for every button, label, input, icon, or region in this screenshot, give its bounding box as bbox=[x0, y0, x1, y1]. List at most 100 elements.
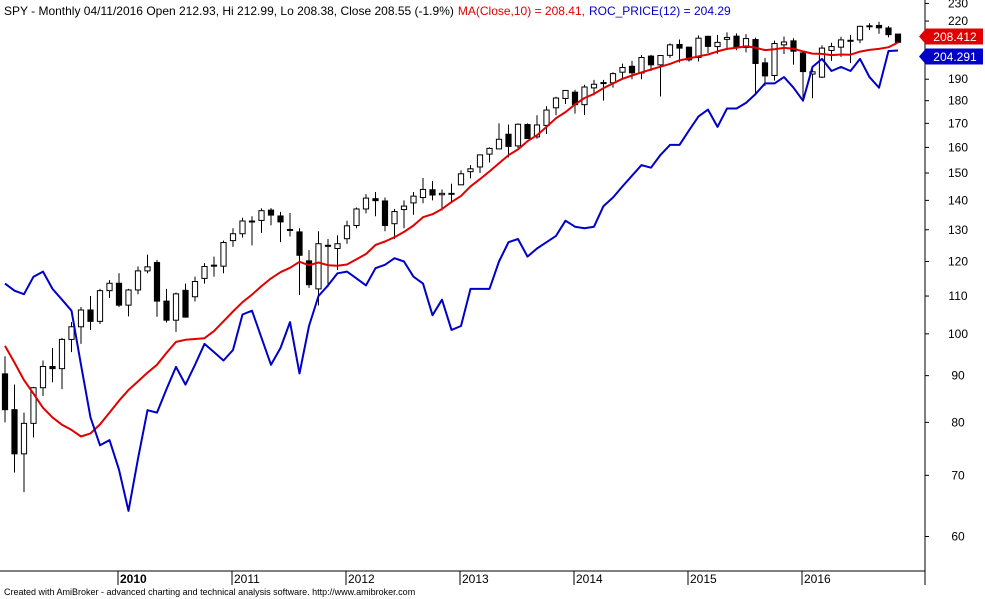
candle bbox=[448, 183, 455, 202]
candle bbox=[894, 33, 902, 43]
candle bbox=[723, 32, 731, 51]
y-tick-label: 70 bbox=[951, 468, 965, 482]
candle bbox=[77, 307, 85, 344]
candle bbox=[666, 43, 674, 58]
candle bbox=[20, 412, 28, 493]
candle-body-up bbox=[106, 282, 113, 292]
candle bbox=[125, 288, 132, 317]
ma-value-badge: 208.412 bbox=[919, 28, 983, 45]
candle bbox=[115, 273, 123, 308]
candle bbox=[562, 89, 569, 104]
candle-body-up bbox=[467, 168, 474, 173]
roc-value-badge: 204.291 bbox=[919, 48, 983, 65]
x-tick-label: 2013 bbox=[462, 572, 489, 586]
candle bbox=[771, 40, 778, 81]
candle-body-up bbox=[391, 211, 398, 225]
candle bbox=[229, 228, 237, 247]
y-tick-label: 160 bbox=[948, 140, 968, 154]
candle bbox=[286, 213, 294, 237]
candle bbox=[248, 216, 256, 246]
candle bbox=[419, 178, 427, 204]
candle-body-up bbox=[856, 25, 864, 41]
candle-body-up bbox=[20, 422, 28, 455]
candle-body-down bbox=[799, 52, 807, 73]
candle-body-down bbox=[286, 228, 294, 231]
candle bbox=[780, 36, 788, 54]
candles bbox=[1, 21, 902, 493]
candle bbox=[58, 337, 66, 390]
candle bbox=[372, 191, 379, 217]
candle bbox=[761, 57, 769, 86]
candle bbox=[144, 254, 151, 274]
candle bbox=[163, 288, 170, 323]
candle-body-up bbox=[837, 39, 845, 48]
candle bbox=[49, 347, 56, 383]
candle bbox=[590, 79, 598, 96]
candle-body-down bbox=[115, 282, 123, 306]
candle-body-down bbox=[248, 220, 256, 223]
candle-body-down bbox=[49, 365, 56, 370]
y-tick-label: 230 bbox=[948, 0, 968, 10]
candle bbox=[676, 39, 683, 63]
candle-body-up bbox=[353, 208, 360, 227]
header-prefix: SPY - Monthly 04/11/2016 Open 212.93, Hi… bbox=[4, 4, 454, 18]
candle-body-up bbox=[486, 147, 493, 155]
y-tick-label: 60 bbox=[951, 529, 965, 543]
candle-body-up bbox=[30, 387, 37, 424]
candle bbox=[486, 147, 493, 163]
candle-body-down bbox=[704, 35, 712, 47]
candle-body-down bbox=[628, 65, 636, 74]
candle-body-down bbox=[153, 262, 161, 302]
x-tick-label: 2010 bbox=[120, 572, 147, 586]
footer-credit: Created with AmiBroker - advanced charti… bbox=[4, 587, 415, 597]
candle-body-down bbox=[752, 39, 759, 64]
candle bbox=[334, 235, 341, 270]
candle-body-up bbox=[600, 82, 607, 85]
candle-body-up bbox=[543, 109, 550, 126]
candle bbox=[258, 208, 265, 233]
candle bbox=[495, 123, 503, 150]
candle bbox=[1, 356, 9, 423]
y-tick-label: 190 bbox=[948, 72, 968, 86]
x-tick-label: 2011 bbox=[234, 572, 260, 586]
candle-body-up bbox=[334, 243, 341, 250]
candle bbox=[647, 54, 655, 71]
candle-body-up bbox=[742, 38, 750, 49]
candle-body-down bbox=[210, 264, 218, 267]
badge-shape bbox=[919, 48, 983, 65]
candle bbox=[220, 240, 227, 274]
candle-body-up bbox=[239, 220, 246, 235]
candle bbox=[524, 123, 531, 140]
candle-body-down bbox=[305, 260, 313, 286]
candle-body-up bbox=[343, 225, 351, 240]
candle-body-down bbox=[372, 198, 379, 202]
candle bbox=[362, 194, 370, 214]
candle bbox=[467, 165, 474, 179]
candle bbox=[790, 38, 797, 65]
candle bbox=[343, 220, 351, 244]
candle-body-down bbox=[875, 24, 883, 29]
candle bbox=[201, 263, 208, 284]
candle bbox=[856, 25, 864, 44]
indicator-lines bbox=[4, 41, 899, 512]
x-axis: 2010 2011 2012 2013 2014 2015 2016 bbox=[117, 571, 831, 586]
candle bbox=[600, 79, 607, 101]
candle-body-up bbox=[552, 97, 560, 109]
candle bbox=[400, 200, 408, 229]
candle bbox=[875, 21, 883, 34]
y-tick-label: 110 bbox=[948, 289, 967, 303]
candle-body-down bbox=[182, 289, 189, 318]
candle-body-up bbox=[144, 266, 151, 272]
candle-body-down bbox=[685, 46, 693, 61]
candle-body-down bbox=[885, 27, 892, 36]
y-tick-label: 150 bbox=[948, 166, 968, 180]
candle-body-down bbox=[87, 309, 94, 322]
candle bbox=[353, 207, 360, 229]
candle-body-up bbox=[514, 123, 522, 147]
candle bbox=[866, 23, 873, 31]
candle-body-up bbox=[39, 365, 47, 389]
candle-body-up bbox=[96, 290, 104, 322]
candle-body-up bbox=[410, 195, 417, 204]
x-tick-label: 2012 bbox=[348, 572, 375, 586]
